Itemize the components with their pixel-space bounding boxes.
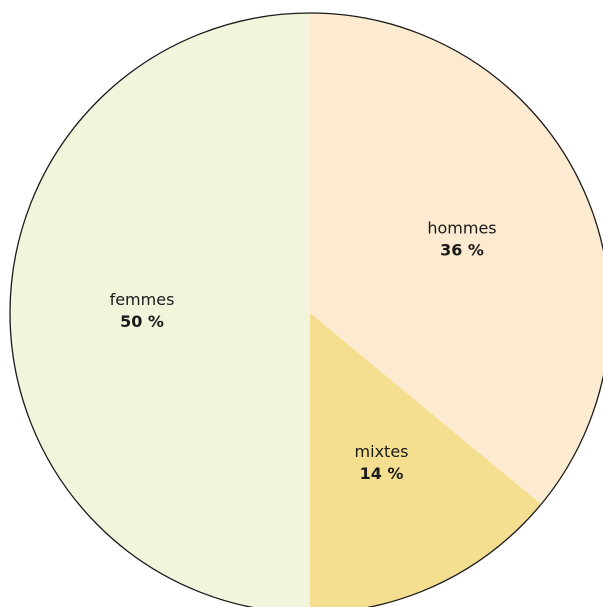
slice-value-mixtes: 14 %	[360, 464, 404, 483]
slice-value-hommes: 36 %	[440, 240, 484, 259]
pie-outline	[9, 12, 603, 607]
slice-label-mixtes: mixtes	[355, 442, 409, 461]
pie-slices	[10, 13, 603, 607]
slice-label-femmes: femmes	[110, 290, 175, 309]
slice-label-hommes: hommes	[427, 218, 496, 237]
pie-labels: hommes 36 % mixtes 14 % femmes 50 %	[110, 218, 497, 483]
slice-value-femmes: 50 %	[120, 312, 164, 331]
pie-slice-femmes	[10, 13, 310, 607]
pie-slice-hommes	[310, 13, 603, 505]
pie-slice-mixtes	[310, 313, 542, 607]
